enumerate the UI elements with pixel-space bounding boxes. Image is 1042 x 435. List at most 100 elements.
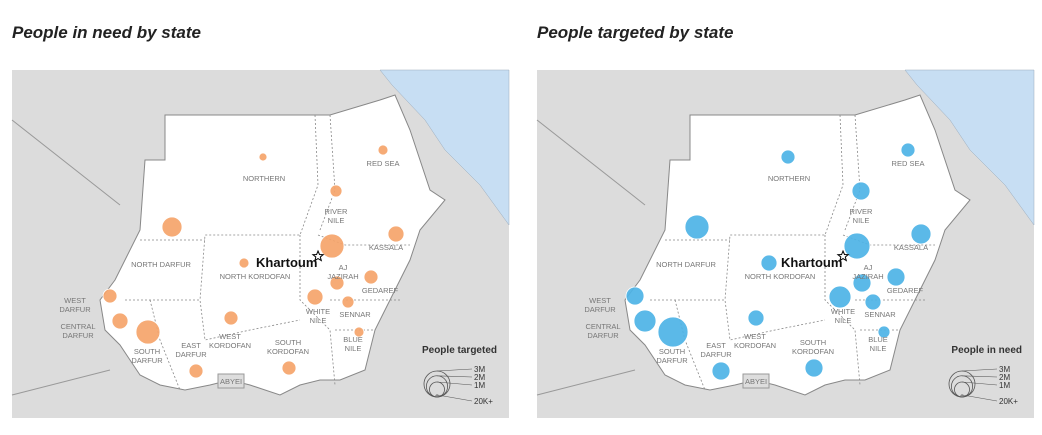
state-bubble [843, 232, 871, 260]
legend-label: 1M [999, 381, 1010, 390]
state-bubble [864, 293, 882, 311]
sudan [624, 94, 971, 396]
state-label: NORTH KORDOFAN [745, 272, 816, 281]
state-label: SOUTH DARFUR [656, 347, 688, 365]
state-bubble [161, 216, 183, 238]
state-label: WEST KORDOFAN [209, 332, 251, 350]
area-label: ABYEI [745, 377, 767, 386]
state-border [125, 299, 301, 341]
state-bubble [657, 316, 689, 348]
capital-star [311, 249, 325, 262]
area-label: ABYEI [220, 377, 242, 386]
neighbor-border [11, 369, 111, 396]
state-bubble [329, 184, 343, 198]
abyei-area [217, 373, 245, 389]
legend-label: 20K+ [474, 397, 493, 406]
state-bubble [804, 358, 824, 378]
state-bubble [306, 288, 324, 306]
state-bubble [377, 144, 389, 156]
state-bubble [625, 286, 645, 306]
state-label: GEDAREF [887, 286, 924, 295]
legend-leader [436, 368, 473, 372]
neighbor-border [11, 119, 121, 206]
legend-leader [436, 381, 473, 386]
state-label: NORTHERN [243, 174, 285, 183]
capital-star [836, 249, 850, 262]
state-label: KASSALA [369, 243, 403, 252]
state-bubble [886, 267, 906, 287]
state-label: SOUTH KORDOFAN [792, 338, 834, 356]
legend-label: 2M [999, 373, 1010, 382]
state-border [650, 299, 826, 341]
state-bubble [684, 214, 710, 240]
legend-title: People targeted [422, 345, 497, 356]
legend-title: People in need [951, 345, 1022, 356]
state-label: AJ JAZIRAH [327, 263, 358, 281]
legend-leader [436, 394, 473, 402]
state-bubble [711, 361, 731, 381]
state-label: NORTH DARFUR [656, 260, 716, 269]
state-border [299, 235, 336, 386]
state-label: SOUTH DARFUR [131, 347, 163, 365]
state-border [824, 235, 861, 386]
state-label: BLUE NILE [868, 335, 888, 353]
neighbor-border [536, 119, 646, 206]
state-border [319, 114, 336, 231]
state-bubble [760, 254, 778, 272]
legend-label: 3M [999, 365, 1010, 374]
state-bubble [900, 142, 916, 158]
state-bubble [877, 325, 891, 339]
state-label: RED SEA [892, 159, 925, 168]
state-bubble [111, 312, 129, 330]
legend-leader [961, 394, 998, 402]
state-bubble [852, 273, 872, 293]
legend-leader [961, 381, 998, 386]
state-label: WEST DARFUR [59, 296, 91, 314]
legend-leader [961, 368, 998, 372]
state-bubble [329, 275, 345, 291]
legend-label: 1M [474, 381, 485, 390]
state-label: BLUE NILE [343, 335, 363, 353]
state-bubble [238, 257, 250, 269]
state-bubble [387, 225, 405, 243]
state-bubble [828, 285, 852, 309]
state-label: NORTH KORDOFAN [220, 272, 291, 281]
legend-label: 20K+ [999, 397, 1018, 406]
sudan [99, 94, 446, 396]
red-sea [379, 69, 510, 226]
map-title: People targeted by state [537, 23, 734, 42]
state-bubble [780, 149, 796, 165]
state-bubble [258, 152, 268, 162]
state-border [149, 299, 181, 391]
state-bubble [319, 233, 345, 259]
state-bubble [223, 310, 239, 326]
state-label: WHITE NILE [831, 307, 855, 325]
state-bubble [353, 326, 365, 338]
state-bubble [747, 309, 765, 327]
state-label: EAST DARFUR [175, 341, 207, 359]
map-panel: People targeted by state ABYEI NORTHERN RED… [536, 23, 1035, 418]
state-bubble [633, 309, 657, 333]
state-label: SOUTH KORDOFAN [267, 338, 309, 356]
state-label: GEDAREF [362, 286, 399, 295]
state-bubble [341, 295, 355, 309]
state-bubble [281, 360, 297, 376]
state-bubble [135, 319, 161, 345]
map-panel: People in need by state ABYEI NORTHERN RED … [11, 23, 510, 418]
state-label: AJ JAZIRAH [852, 263, 883, 281]
state-label: WEST DARFUR [584, 296, 616, 314]
state-label: CENTRAL DARFUR [585, 322, 620, 340]
state-label: WHITE NILE [306, 307, 330, 325]
state-bubble [851, 181, 871, 201]
state-bubble [363, 269, 379, 285]
state-bubble [102, 288, 118, 304]
state-label: KASSALA [894, 243, 928, 252]
state-label: SENNAR [864, 310, 896, 319]
legend-label: 3M [474, 365, 485, 374]
state-label: WEST KORDOFAN [734, 332, 776, 350]
state-label: NORTH DARFUR [131, 260, 191, 269]
state-border [844, 114, 861, 231]
state-label: RIVER NILE [850, 207, 874, 225]
